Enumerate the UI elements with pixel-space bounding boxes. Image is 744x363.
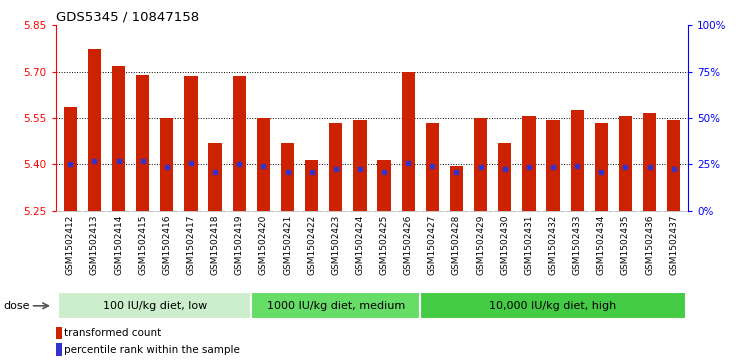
Text: GSM1502434: GSM1502434	[597, 215, 606, 275]
Bar	[56, 343, 62, 356]
Bar	[474, 118, 487, 211]
Text: GSM1502424: GSM1502424	[356, 215, 365, 275]
Text: GSM1502430: GSM1502430	[500, 215, 509, 275]
Text: GSM1502419: GSM1502419	[235, 215, 244, 275]
Bar	[208, 143, 222, 211]
Text: GSM1502421: GSM1502421	[283, 215, 292, 275]
Bar	[136, 75, 150, 211]
Bar	[619, 117, 632, 211]
Bar	[402, 72, 415, 211]
Bar	[88, 49, 101, 211]
Bar	[426, 123, 439, 211]
Bar	[498, 143, 511, 211]
Text: percentile rank within the sample: percentile rank within the sample	[64, 344, 240, 355]
Text: GSM1502427: GSM1502427	[428, 215, 437, 275]
Text: GSM1502433: GSM1502433	[573, 215, 582, 275]
Bar	[257, 118, 270, 211]
Bar	[160, 118, 173, 211]
Bar	[185, 76, 198, 211]
Bar	[546, 119, 559, 211]
Text: dose: dose	[4, 301, 31, 311]
Text: transformed count: transformed count	[64, 328, 161, 338]
Bar	[643, 113, 656, 211]
Text: GSM1502423: GSM1502423	[331, 215, 340, 275]
Text: 100 IU/kg diet, low: 100 IU/kg diet, low	[103, 301, 207, 311]
Text: GSM1502428: GSM1502428	[452, 215, 461, 275]
Text: GSM1502432: GSM1502432	[548, 215, 557, 275]
Bar	[233, 76, 246, 211]
Text: GSM1502412: GSM1502412	[65, 215, 75, 275]
Text: GSM1502426: GSM1502426	[404, 215, 413, 275]
Bar	[353, 119, 367, 211]
Bar	[56, 327, 62, 339]
FancyBboxPatch shape	[58, 292, 251, 319]
Bar	[281, 143, 294, 211]
Text: 10,000 IU/kg diet, high: 10,000 IU/kg diet, high	[490, 301, 617, 311]
Text: GSM1502436: GSM1502436	[645, 215, 654, 275]
Bar	[450, 166, 463, 211]
FancyBboxPatch shape	[251, 292, 420, 319]
Bar	[377, 160, 391, 211]
Text: GDS5345 / 10847158: GDS5345 / 10847158	[56, 11, 199, 24]
Bar	[571, 110, 584, 211]
Bar	[667, 119, 680, 211]
Text: GSM1502422: GSM1502422	[307, 215, 316, 275]
Text: GSM1502437: GSM1502437	[669, 215, 679, 275]
Text: 1000 IU/kg diet, medium: 1000 IU/kg diet, medium	[266, 301, 405, 311]
Bar	[305, 160, 318, 211]
Bar	[329, 123, 342, 211]
Text: GSM1502425: GSM1502425	[379, 215, 388, 275]
Text: GSM1502414: GSM1502414	[114, 215, 123, 275]
Text: GSM1502429: GSM1502429	[476, 215, 485, 275]
Text: GSM1502435: GSM1502435	[621, 215, 630, 275]
Bar	[594, 123, 608, 211]
Text: GSM1502420: GSM1502420	[259, 215, 268, 275]
Text: GSM1502417: GSM1502417	[187, 215, 196, 275]
Text: GSM1502416: GSM1502416	[162, 215, 171, 275]
Text: GSM1502431: GSM1502431	[525, 215, 533, 275]
Bar	[112, 65, 125, 211]
Text: GSM1502418: GSM1502418	[211, 215, 219, 275]
Text: GSM1502413: GSM1502413	[90, 215, 99, 275]
FancyBboxPatch shape	[420, 292, 686, 319]
Bar	[64, 107, 77, 211]
Text: GSM1502415: GSM1502415	[138, 215, 147, 275]
Bar	[522, 117, 536, 211]
